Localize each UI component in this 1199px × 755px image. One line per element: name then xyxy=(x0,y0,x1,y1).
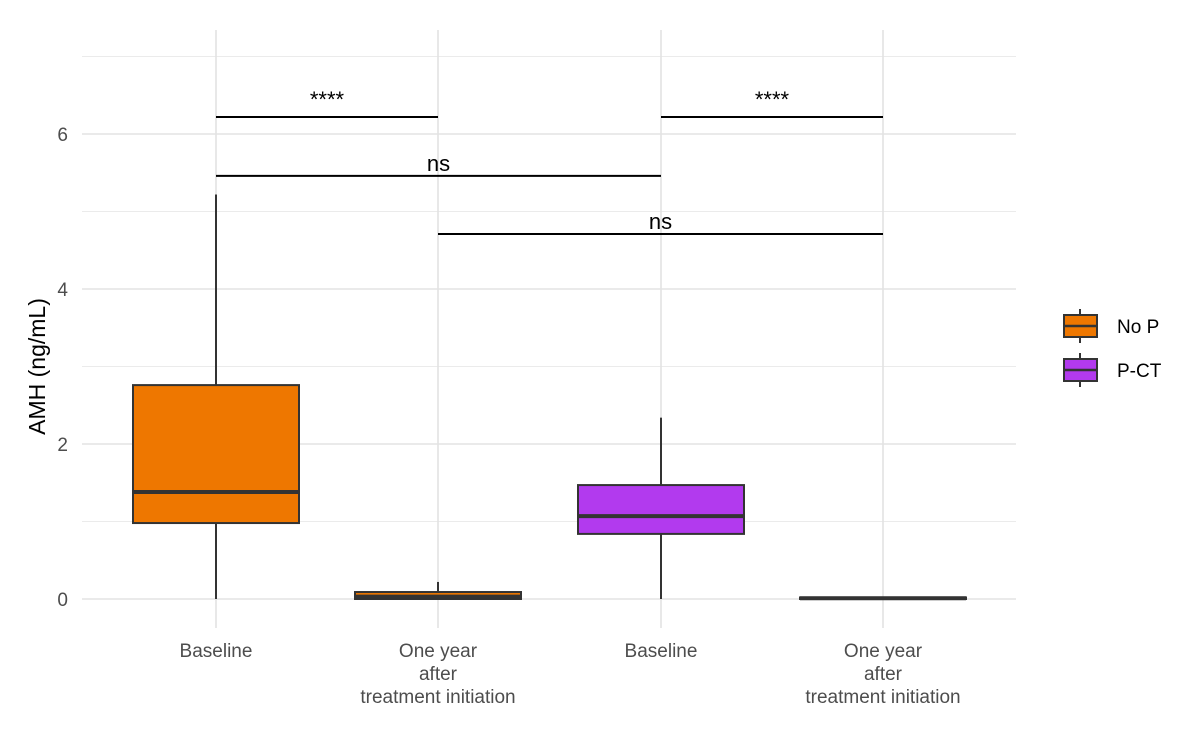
y-axis-label: AMH (ng/mL) xyxy=(24,298,50,435)
x-tick-label: Baseline xyxy=(625,641,698,662)
significance-bracket: ns xyxy=(216,151,661,177)
significance-label: ns xyxy=(427,151,450,176)
box-body xyxy=(132,384,300,525)
x-tick-label-line: One year xyxy=(844,641,923,662)
legend: No P P-CT xyxy=(1063,309,1162,387)
x-tick-label-line: Baseline xyxy=(625,641,698,662)
y-tick-label: 4 xyxy=(57,280,68,301)
x-tick-label-line: One year xyxy=(399,641,478,662)
legend-label: P-CT xyxy=(1117,361,1162,382)
x-tick-label-line: treatment initiation xyxy=(360,687,515,708)
boxes xyxy=(132,194,967,601)
significance-bracket: **** xyxy=(661,87,883,118)
significance-bracket: **** xyxy=(216,87,438,118)
significance-label: **** xyxy=(755,87,790,112)
legend-label: No P xyxy=(1117,317,1159,338)
y-tick-label: 0 xyxy=(57,590,68,611)
significance-bracket: ns xyxy=(438,209,883,235)
y-tick-label: 6 xyxy=(57,125,68,146)
y-tick-label: 2 xyxy=(57,435,68,456)
grid-lines xyxy=(82,30,1016,628)
box-3 xyxy=(577,417,745,599)
x-tick-label: One year after treatment initiation xyxy=(805,641,960,708)
legend-item-p-ct: P-CT xyxy=(1063,353,1162,387)
box-4 xyxy=(799,596,967,601)
x-tick-label-line: after xyxy=(419,664,458,685)
x-axis-ticks: Baseline One year after treatment initiatio… xyxy=(180,641,961,708)
x-tick-label: Baseline xyxy=(180,641,253,662)
significance-label: **** xyxy=(310,87,345,112)
x-tick-label: One year after treatment initiation xyxy=(360,641,515,708)
significance-label: ns xyxy=(649,209,672,234)
box-body xyxy=(577,484,745,535)
legend-item-no-p: No P xyxy=(1063,309,1159,343)
x-tick-label-line: treatment initiation xyxy=(805,687,960,708)
box-2 xyxy=(354,581,522,601)
x-tick-label-line: after xyxy=(864,664,903,685)
significance-annotations: **** **** ns ns xyxy=(216,87,883,235)
x-tick-label-line: Baseline xyxy=(180,641,253,662)
box-1 xyxy=(132,194,300,599)
y-axis-ticks: 0 2 4 6 xyxy=(57,125,68,611)
